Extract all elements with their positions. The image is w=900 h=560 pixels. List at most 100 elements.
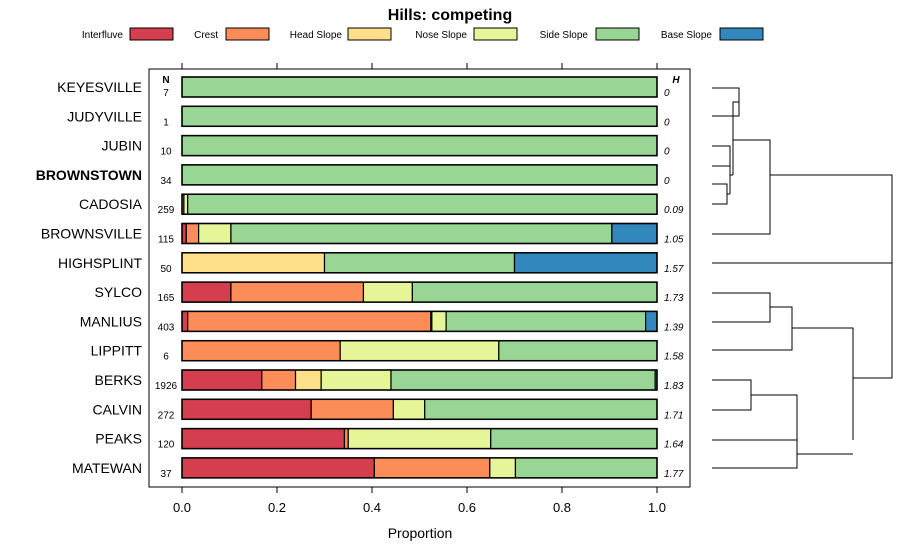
row-label: JUDYVILLE [67,108,142,124]
bar-segment-head-slope [181,252,326,274]
chart-title: Hills: competing [388,7,512,24]
bar-segment-crest [187,310,432,332]
bar-outline [181,398,658,421]
bar-outline [181,105,658,128]
row-h-value: 0 [664,88,670,99]
bar-segment-side-slope [187,193,658,215]
legend-label-head-slope: Head Slope [290,30,343,41]
row-label: PEAKS [95,431,142,447]
row-label: SYLCO [95,284,143,300]
bar-outline [181,134,658,157]
bar-segment-side-slope [445,310,647,332]
bar-segment-interfluve [181,398,312,420]
x-axis-label: Proportion [388,525,453,541]
row-h-value: 0 [664,147,670,158]
row-n-value: 37 [160,469,172,480]
bar-segment-side-slope [230,222,613,245]
row-h-value: 1.39 [664,322,684,333]
bar-segment-nose-slope [339,340,500,362]
row-h-value: 1.57 [664,264,684,275]
row-n-value: 34 [160,176,172,187]
bar-segment-side-slope [411,281,658,303]
row-h-value: 1.71 [664,410,683,421]
x-tick-label: 0.8 [553,500,571,515]
row-label: CALVIN [92,401,142,417]
x-tick-label: 1.0 [648,500,666,515]
row-n-value: 165 [158,293,175,304]
legend-label-base-slope: Base Slope [661,30,713,41]
bar-row-jubin: JUBIN 10 0 [102,134,670,158]
bar-segment-interfluve [181,428,346,450]
bar-segment-side-slope [181,105,658,127]
bar-row-sylco: SYLCO 165 1.73 [95,281,684,304]
legend-label-interfluve: Interfluve [82,30,124,41]
bar-segment-nose-slope [320,369,392,391]
bar-segment-side-slope [424,398,658,420]
row-n-value: 403 [158,322,175,333]
x-tick-label: 0.2 [268,500,286,515]
bar-segment-nose-slope [392,398,426,420]
bar-segment-side-slope [181,164,658,186]
bar-segment-crest [261,369,297,391]
bar-segment-side-slope [181,76,658,98]
row-n-value: 50 [160,264,172,275]
legend-swatch-crest [225,27,270,41]
row-h-value: 1.83 [664,381,684,392]
plot-frame [148,68,691,488]
row-n-value: 10 [160,147,172,158]
bar-row-manlius: MANLIUS 403 1.39 [80,310,684,333]
bar-outline [181,164,658,186]
bar-row-peaks: PEAKS 120 1.64 [95,427,684,451]
legend-swatch-nose-slope [473,27,518,41]
row-label: BROWNSTOWN [36,167,142,183]
bar-segment-crest [230,281,365,303]
row-n-value: 259 [158,205,175,216]
row-label: MANLIUS [80,313,142,329]
bar-segment-interfluve [181,281,232,303]
bar-segment-base-slope [611,222,658,245]
row-h-value: 0 [664,117,670,128]
bar-segment-side-slope [181,135,658,157]
row-n-value: 6 [163,352,169,363]
bar-row-keyesville: KEYESVILLE 7 0 [57,76,670,99]
row-h-value: 1.77 [664,469,684,480]
row-n-value: 272 [158,410,175,421]
bar-row-highsplint: HIGHSPLINT 50 1.57 [58,252,684,275]
row-h-value: 1.05 [664,235,684,246]
row-label: MATEWAN [72,460,142,476]
legend-swatch-head-slope [347,27,392,41]
bar-outline [181,281,658,303]
bar-segment-nose-slope [347,428,492,450]
bar-row-cadosia: CADOSIA 259 0.09 [79,193,684,216]
legend-label-side-slope: Side Slope [540,30,589,41]
bar-segment-side-slope [490,428,658,450]
h-header: H [672,75,680,86]
row-n-value: 1926 [155,381,178,392]
dendrogram [712,87,893,469]
bar-segment-base-slope [513,252,658,274]
bar-segment-side-slope [498,340,658,362]
bar-row-judyville: JUDYVILLE 1 0 [67,105,670,128]
row-n-value: 7 [163,88,169,99]
bar-outline [181,193,658,215]
legend: Interfluve Crest Head Slope Nose Slope Side … [82,27,764,41]
bar-segment-nose-slope [198,222,232,245]
bar-segment-side-slope [514,457,658,479]
bar-outline [181,76,658,98]
bar-segment-side-slope [390,369,656,391]
row-label: LIPPITT [91,343,143,359]
bar-segment-interfluve [181,310,189,332]
row-n-value: 1 [163,117,169,128]
bar-segment-nose-slope [489,457,517,479]
bar-outline [181,457,658,479]
row-h-value: 1.73 [664,293,684,304]
bar-segment-side-slope [323,252,516,274]
row-label: BERKS [95,372,142,388]
bar-outline [181,222,658,245]
row-label: HIGHSPLINT [58,255,142,271]
bar-row-matewan: MATEWAN 37 1.77 [72,457,684,480]
x-axis: 0.0 0.2 0.4 0.6 0.8 1.0 [173,63,666,515]
row-h-value: 1.58 [664,352,684,363]
bar-outline [181,369,658,391]
